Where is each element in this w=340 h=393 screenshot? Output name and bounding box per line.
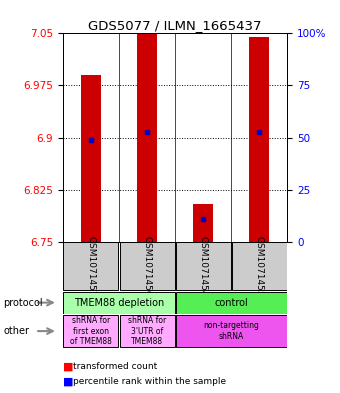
- Text: GSM1071454: GSM1071454: [199, 236, 208, 296]
- Bar: [120, 316, 174, 347]
- Text: non-targetting
shRNA: non-targetting shRNA: [203, 321, 259, 341]
- Text: protocol: protocol: [3, 298, 43, 308]
- Bar: [64, 242, 118, 290]
- Bar: [120, 242, 174, 290]
- Text: GSM1071457: GSM1071457: [86, 236, 96, 297]
- Text: percentile rank within the sample: percentile rank within the sample: [73, 377, 226, 386]
- Text: shRNA for
3'UTR of
TMEM88: shRNA for 3'UTR of TMEM88: [128, 316, 166, 346]
- Bar: [176, 316, 287, 347]
- Text: transformed count: transformed count: [73, 362, 157, 371]
- Text: control: control: [214, 298, 248, 308]
- Text: ■: ■: [63, 376, 73, 386]
- Text: shRNA for
first exon
of TMEM88: shRNA for first exon of TMEM88: [70, 316, 112, 346]
- Text: GSM1071456: GSM1071456: [142, 236, 152, 297]
- Title: GDS5077 / ILMN_1665437: GDS5077 / ILMN_1665437: [88, 19, 262, 32]
- Text: GSM1071455: GSM1071455: [255, 236, 264, 297]
- Bar: [176, 242, 231, 290]
- Bar: [176, 292, 287, 314]
- Bar: [81, 75, 101, 242]
- Text: TMEM88 depletion: TMEM88 depletion: [74, 298, 164, 308]
- Text: other: other: [3, 326, 29, 336]
- Bar: [64, 316, 118, 347]
- Bar: [193, 204, 213, 242]
- Bar: [64, 292, 174, 314]
- Bar: [250, 37, 269, 242]
- Text: ■: ■: [63, 361, 73, 371]
- Bar: [137, 33, 157, 242]
- Bar: [232, 242, 287, 290]
